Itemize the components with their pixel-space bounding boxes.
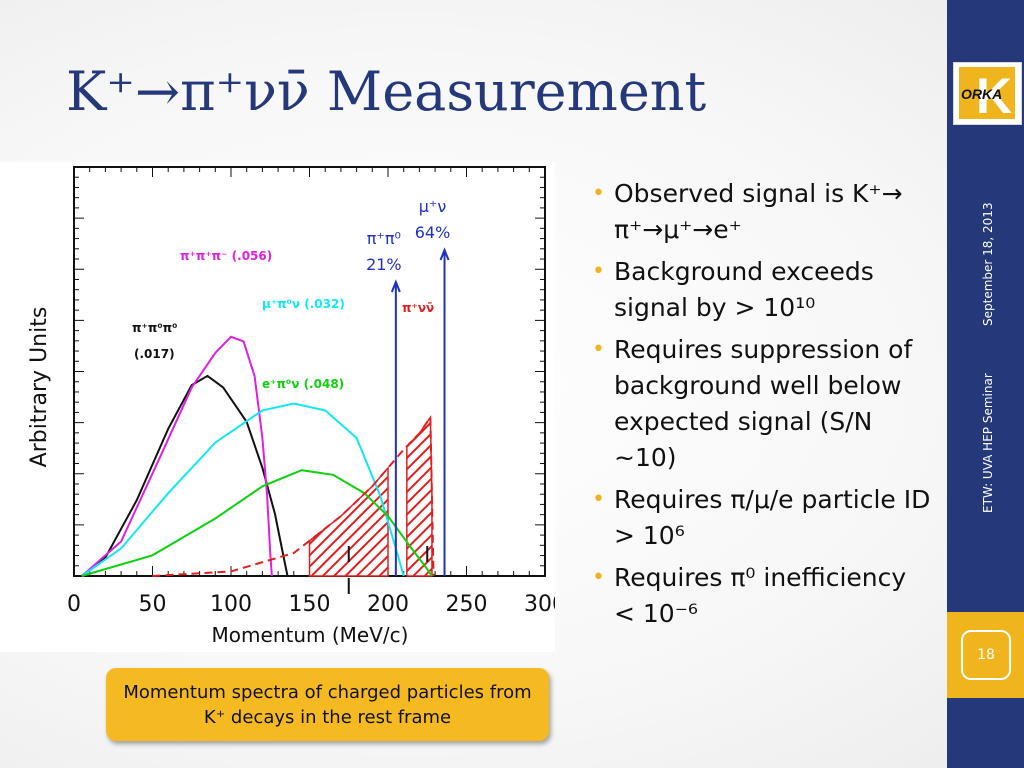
side-date: September 18, 2013 — [981, 202, 995, 326]
x-tick-label: 200 — [367, 592, 409, 617]
bullet-item: Background exceeds signal by > 10¹⁰ — [592, 254, 932, 326]
curve-label: e⁺π⁰ν (.048) — [262, 377, 344, 391]
slide-number: 18 — [961, 630, 1011, 680]
plot-frame — [73, 166, 546, 577]
x-tick-label: 150 — [289, 592, 331, 617]
arrow-percent: 21% — [366, 255, 402, 274]
arrow-label: π⁺π⁰ — [367, 229, 401, 248]
x-tick-label: 50 — [139, 592, 167, 617]
curve-label-value: (.017) — [134, 347, 175, 361]
series-line — [152, 414, 435, 577]
logo-letter: K — [976, 68, 1012, 124]
slide-title: K⁺→π⁺νν̄ Measurement — [66, 60, 707, 123]
logo-text: ORKA — [961, 86, 1002, 102]
orka-logo-mark: K ORKA — [959, 67, 1015, 124]
x-tick-label: 0 — [67, 592, 81, 617]
series-line — [81, 469, 433, 577]
orka-logo: K ORKA — [953, 62, 1022, 125]
arrow-percent: 64% — [415, 223, 451, 242]
x-tick-label: 100 — [210, 592, 252, 617]
curve-label: π⁺π⁰π⁰ — [132, 321, 177, 335]
bullet-list: Observed signal is K⁺→ π⁺→μ⁺→e⁺ Backgrou… — [592, 176, 932, 638]
y-axis-label: Arbitrary Units — [27, 307, 52, 468]
bullet-item: Observed signal is K⁺→ π⁺→μ⁺→e⁺ — [592, 176, 932, 248]
series-line — [81, 335, 273, 577]
bullet-item: Requires suppression of background well … — [592, 332, 932, 476]
arrow-label: μ⁺ν — [419, 197, 447, 216]
curve-label: π⁺νν̄ — [402, 301, 434, 315]
arrow-head — [439, 247, 450, 261]
momentum-spectrum-chart: 0 50 100 150 200 250 300 Momentum (MeV/c) Arbitr… — [0, 162, 566, 652]
x-tick-label: 300 — [524, 592, 555, 617]
x-axis-label: Momentum (MeV/c) — [212, 623, 409, 647]
curve-label: π⁺π⁺π⁻ (.056) — [180, 249, 272, 263]
series-line — [81, 374, 289, 577]
curve-label: μ⁺π⁰ν (.032) — [262, 297, 345, 311]
arrow-head — [390, 279, 401, 293]
plot-svg: 0 50 100 150 200 250 300 Momentum (MeV/c) Arbitr… — [27, 166, 566, 647]
chart-caption-text: Momentum spectra of charged particles fr… — [123, 681, 532, 728]
side-event: ETW: UVA HEP Seminar — [981, 373, 995, 513]
bullet-item: Requires π/μ/e particle ID > 10⁶ — [592, 482, 932, 554]
chart-caption: Momentum spectra of charged particles fr… — [106, 668, 549, 741]
bullet-item: Requires π⁰ inefficiency < 10⁻⁶ — [592, 560, 932, 632]
slide-number-box — [947, 612, 1024, 698]
x-tick-label: 250 — [446, 592, 488, 617]
